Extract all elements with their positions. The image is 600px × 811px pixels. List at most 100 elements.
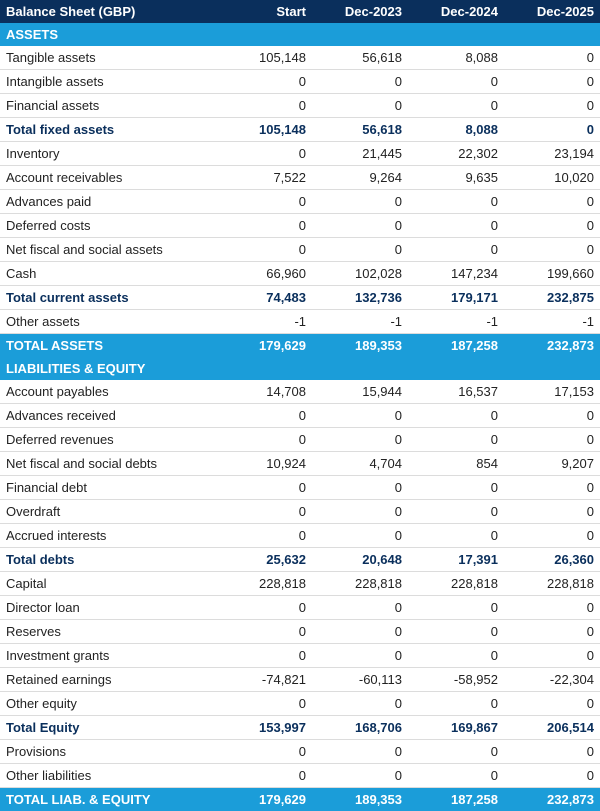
row-label: Provisions [0, 740, 216, 764]
cell-value: 0 [504, 94, 600, 118]
table-row: Deferred costs0000 [0, 214, 600, 238]
row-label: Net fiscal and social assets [0, 238, 216, 262]
cell-value: 228,818 [312, 572, 408, 596]
cell-value: 0 [216, 500, 312, 524]
cell-value: 0 [216, 94, 312, 118]
cell-value: 228,818 [216, 572, 312, 596]
cell-value: 0 [312, 524, 408, 548]
table-row: Net fiscal and social assets0000 [0, 238, 600, 262]
cell-value: 0 [504, 118, 600, 142]
cell-value: -74,821 [216, 668, 312, 692]
cell-value: 0 [312, 692, 408, 716]
row-label: Inventory [0, 142, 216, 166]
cell-value: 9,264 [312, 166, 408, 190]
row-label: Advances paid [0, 190, 216, 214]
table-row: Financial assets0000 [0, 94, 600, 118]
cell-value: 232,875 [504, 286, 600, 310]
table-title: Balance Sheet (GBP) [0, 0, 216, 23]
row-label: Investment grants [0, 644, 216, 668]
cell-value: 232,873 [504, 334, 600, 358]
cell-value: -58,952 [408, 668, 504, 692]
table-row: TOTAL ASSETS179,629189,353187,258232,873 [0, 334, 600, 358]
cell-value: 153,997 [216, 716, 312, 740]
table-row: Total Equity153,997168,706169,867206,514 [0, 716, 600, 740]
cell-value: 0 [504, 238, 600, 262]
cell-value: 56,618 [312, 118, 408, 142]
row-label: Capital [0, 572, 216, 596]
cell-value: 10,924 [216, 452, 312, 476]
cell-value: 0 [504, 70, 600, 94]
cell-value: 0 [312, 214, 408, 238]
cell-value: 7,522 [216, 166, 312, 190]
cell-value: -1 [216, 310, 312, 334]
row-label: Other liabilities [0, 764, 216, 788]
cell-value: 0 [504, 620, 600, 644]
cell-value: 206,514 [504, 716, 600, 740]
cell-value: 0 [312, 596, 408, 620]
cell-value: 0 [408, 94, 504, 118]
cell-value: 0 [408, 428, 504, 452]
cell-value: 0 [312, 476, 408, 500]
cell-value: 20,648 [312, 548, 408, 572]
cell-value: 0 [312, 190, 408, 214]
table-row: Advances paid0000 [0, 190, 600, 214]
cell-value: 199,660 [504, 262, 600, 286]
row-label: Intangible assets [0, 70, 216, 94]
cell-value: 0 [216, 190, 312, 214]
table-row: Total current assets74,483132,736179,171… [0, 286, 600, 310]
row-label: Reserves [0, 620, 216, 644]
row-label: Financial debt [0, 476, 216, 500]
row-label: Accrued interests [0, 524, 216, 548]
cell-value: 17,153 [504, 380, 600, 404]
row-label: Total fixed assets [0, 118, 216, 142]
col-header: Dec-2023 [312, 0, 408, 23]
cell-value: 21,445 [312, 142, 408, 166]
cell-value: 0 [504, 596, 600, 620]
cell-value: 0 [216, 476, 312, 500]
row-label: Cash [0, 262, 216, 286]
section-header: LIABILITIES & EQUITY [0, 357, 600, 380]
cell-value: 0 [504, 644, 600, 668]
cell-value: 168,706 [312, 716, 408, 740]
cell-value: 0 [312, 70, 408, 94]
cell-value: 0 [504, 476, 600, 500]
row-label: Overdraft [0, 500, 216, 524]
table-row: Total fixed assets105,14856,6188,0880 [0, 118, 600, 142]
cell-value: 189,353 [312, 334, 408, 358]
cell-value: 228,818 [408, 572, 504, 596]
cell-value: 15,944 [312, 380, 408, 404]
table-row: TOTAL LIAB. & EQUITY179,629189,353187,25… [0, 788, 600, 811]
table-row: Capital228,818228,818228,818228,818 [0, 572, 600, 596]
table-row: Other assets-1-1-1-1 [0, 310, 600, 334]
cell-value: 0 [504, 740, 600, 764]
cell-value: 0 [504, 190, 600, 214]
cell-value: 0 [408, 214, 504, 238]
cell-value: 0 [312, 404, 408, 428]
row-label: Account payables [0, 380, 216, 404]
cell-value: 0 [408, 476, 504, 500]
cell-value: 187,258 [408, 334, 504, 358]
row-label: Net fiscal and social debts [0, 452, 216, 476]
section-title: LIABILITIES & EQUITY [0, 357, 600, 380]
cell-value: 0 [408, 620, 504, 644]
cell-value: 0 [216, 214, 312, 238]
cell-value: 0 [216, 692, 312, 716]
cell-value: 179,171 [408, 286, 504, 310]
cell-value: -1 [504, 310, 600, 334]
cell-value: 0 [312, 620, 408, 644]
cell-value: 0 [216, 70, 312, 94]
table-row: Investment grants0000 [0, 644, 600, 668]
row-label: Other equity [0, 692, 216, 716]
cell-value: 102,028 [312, 262, 408, 286]
row-label: TOTAL LIAB. & EQUITY [0, 788, 216, 811]
table-row: Advances received0000 [0, 404, 600, 428]
cell-value: 0 [312, 500, 408, 524]
table-row: Other liabilities0000 [0, 764, 600, 788]
cell-value: 0 [312, 764, 408, 788]
cell-value: 187,258 [408, 788, 504, 811]
row-label: Director loan [0, 596, 216, 620]
row-label: Deferred revenues [0, 428, 216, 452]
row-label: Account receivables [0, 166, 216, 190]
cell-value: -1 [408, 310, 504, 334]
cell-value: 8,088 [408, 46, 504, 70]
